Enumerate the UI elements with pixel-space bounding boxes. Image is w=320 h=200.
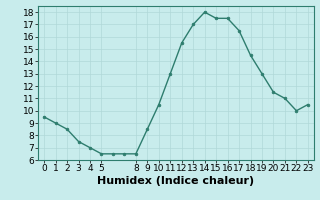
X-axis label: Humidex (Indice chaleur): Humidex (Indice chaleur)	[97, 176, 255, 186]
